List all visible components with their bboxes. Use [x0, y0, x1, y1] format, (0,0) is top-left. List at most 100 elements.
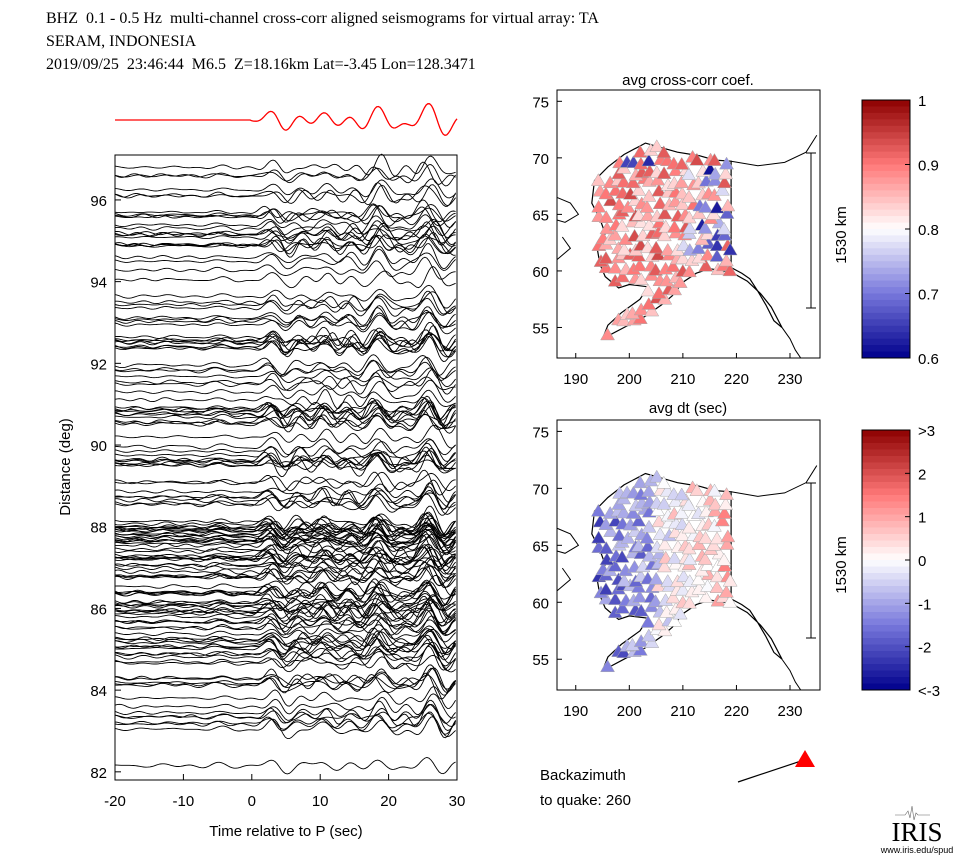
- backazimuth-value: to quake: 260: [540, 792, 631, 809]
- coastline: [556, 236, 572, 261]
- station-marker: [718, 253, 734, 267]
- map1-title: avg cross-corr coef.: [622, 72, 754, 89]
- colorbar-segment: [862, 443, 910, 450]
- station-marker: [649, 139, 665, 153]
- station-marker: [674, 175, 689, 189]
- station-marker: [691, 537, 707, 551]
- seismogram-trace: [114, 413, 456, 432]
- seismogram-trace: [114, 699, 456, 724]
- seismogram-trace: [114, 533, 456, 554]
- station-marker: [691, 206, 707, 220]
- seismogram-trace: [114, 546, 456, 572]
- station-marker: [641, 484, 657, 497]
- station-marker: [657, 206, 673, 220]
- station-marker: [707, 503, 723, 517]
- station-marker: [614, 549, 630, 563]
- colorbar-segment: [862, 235, 910, 243]
- backazimuth-line: [737, 759, 805, 783]
- station-marker: [633, 546, 649, 559]
- colorbar-segment: [862, 151, 910, 159]
- station-marker: [718, 497, 734, 510]
- seismogram-trace: [114, 674, 456, 696]
- station-marker: [709, 238, 725, 251]
- y-tick-label: 86: [90, 601, 107, 618]
- colorbar-segment: [862, 145, 910, 153]
- coastline: [556, 527, 580, 554]
- seismogram-trace: [114, 446, 456, 470]
- seismogram-trace: [114, 711, 456, 739]
- seismogram-trace: [114, 359, 456, 381]
- coastline: [731, 134, 818, 167]
- colorbar-tick-label: 0.9: [918, 158, 939, 175]
- coastline: [556, 567, 572, 592]
- colorbar-segment: [862, 677, 910, 684]
- colorbar-tick-label: 0.7: [918, 287, 939, 304]
- station-marker: [598, 251, 614, 264]
- seismogram-trace: [114, 610, 456, 635]
- station-marker: [632, 589, 648, 603]
- seismogram-trace: [114, 356, 456, 380]
- y-tick-label: 92: [90, 356, 107, 373]
- seismogram-trace: [114, 439, 456, 462]
- station-marker: [598, 517, 614, 531]
- station-marker: [722, 594, 738, 608]
- station-marker: [656, 475, 672, 489]
- station-marker: [681, 189, 697, 203]
- colorbar-segment: [862, 683, 910, 691]
- station-marker: [665, 590, 681, 604]
- station-marker: [611, 197, 627, 211]
- seismogram-trace: [114, 489, 456, 515]
- seismogram-trace: [114, 638, 456, 661]
- station-marker: [719, 156, 734, 170]
- station-marker: [706, 206, 722, 220]
- station-marker: [640, 539, 656, 552]
- colorbar-segment: [862, 657, 910, 665]
- x-tick-label: -10: [173, 793, 195, 810]
- colorbar-segment: [862, 332, 910, 340]
- station-marker: [620, 530, 636, 544]
- colorbar-tick-label: 0.8: [918, 222, 939, 239]
- station-marker: [667, 613, 683, 627]
- seismogram-trace: [114, 595, 456, 624]
- colorbar-segment: [862, 456, 910, 463]
- station-marker: [707, 173, 723, 186]
- seismogram-trace: [114, 178, 456, 199]
- station-marker: [644, 635, 660, 648]
- y-tick-label: 70: [532, 481, 549, 498]
- y-tick-label: 60: [532, 264, 549, 281]
- station-marker: [675, 582, 691, 596]
- station-marker: [616, 242, 632, 256]
- x-tick-label: -20: [104, 793, 126, 810]
- colorbar-segment: [862, 267, 910, 275]
- stack-trace: [115, 103, 458, 136]
- colorbar-segment: [862, 293, 910, 301]
- colorbar-segment: [862, 170, 910, 178]
- quake-direction-marker: [795, 750, 815, 767]
- seismogram-trace: [114, 400, 456, 429]
- y-tick-label: 88: [90, 520, 107, 537]
- colorbar-segment: [862, 119, 910, 127]
- seismogram-trace: [114, 530, 456, 550]
- title-line-1: BHZ 0.1 - 0.5 Hz multi-channel cross-cor…: [46, 10, 599, 27]
- x-tick-label: 10: [312, 793, 329, 810]
- colorbar-segment: [862, 605, 910, 613]
- y-tick-label: 65: [532, 207, 549, 224]
- station-marker: [698, 530, 713, 544]
- colorbar-segment: [862, 183, 910, 191]
- colorbar-tick-label: -2: [918, 640, 931, 657]
- seismogram-trace: [114, 182, 457, 207]
- station-marker: [660, 574, 676, 587]
- station-marker: [656, 559, 672, 573]
- colorbar-segment: [862, 670, 910, 678]
- seismogram-trace: [114, 354, 456, 377]
- backazimuth-label: Backazimuth: [540, 767, 626, 784]
- seismogram-trace: [114, 642, 456, 667]
- station-marker: [698, 200, 713, 213]
- x-tick-label: 210: [670, 371, 695, 388]
- station-marker: [650, 172, 666, 186]
- station-marker: [656, 228, 672, 242]
- seismogram-trace: [114, 693, 456, 719]
- station-marker: [633, 603, 649, 617]
- seismogram-trace: [114, 523, 456, 549]
